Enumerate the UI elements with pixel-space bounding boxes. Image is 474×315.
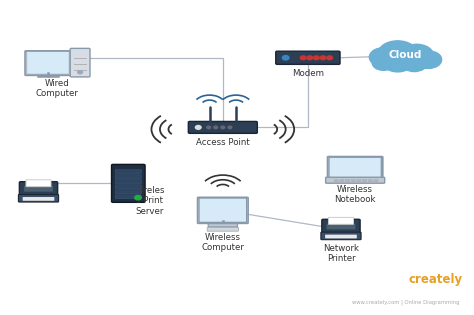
FancyBboxPatch shape (362, 179, 367, 180)
FancyBboxPatch shape (115, 180, 141, 184)
Text: Wireles
s Print
Server: Wireles s Print Server (134, 186, 165, 215)
Circle shape (228, 126, 232, 129)
Circle shape (221, 126, 225, 129)
FancyBboxPatch shape (18, 194, 59, 202)
FancyBboxPatch shape (356, 179, 361, 180)
FancyBboxPatch shape (207, 227, 238, 231)
Circle shape (372, 55, 395, 70)
FancyBboxPatch shape (345, 180, 350, 181)
FancyBboxPatch shape (26, 180, 51, 187)
FancyBboxPatch shape (24, 186, 53, 192)
Text: Wireless
Notebook: Wireless Notebook (334, 185, 376, 204)
Circle shape (314, 56, 319, 60)
FancyBboxPatch shape (339, 179, 344, 180)
FancyBboxPatch shape (27, 51, 70, 74)
FancyBboxPatch shape (23, 197, 55, 201)
FancyBboxPatch shape (368, 181, 373, 182)
Text: Network
Printer: Network Printer (323, 244, 359, 263)
FancyBboxPatch shape (345, 179, 350, 180)
FancyBboxPatch shape (326, 177, 385, 183)
Circle shape (195, 125, 201, 129)
FancyBboxPatch shape (208, 224, 237, 227)
FancyBboxPatch shape (19, 182, 58, 197)
FancyBboxPatch shape (115, 190, 141, 193)
FancyBboxPatch shape (111, 164, 145, 202)
FancyBboxPatch shape (362, 181, 367, 182)
FancyBboxPatch shape (351, 180, 356, 181)
FancyBboxPatch shape (339, 181, 344, 182)
FancyBboxPatch shape (334, 179, 338, 180)
FancyBboxPatch shape (199, 198, 246, 222)
FancyBboxPatch shape (374, 181, 378, 182)
FancyBboxPatch shape (374, 180, 378, 181)
Circle shape (135, 195, 141, 200)
FancyBboxPatch shape (368, 180, 373, 181)
Circle shape (400, 44, 434, 67)
Circle shape (207, 126, 210, 129)
Text: Wireless
Computer: Wireless Computer (201, 233, 244, 252)
FancyBboxPatch shape (329, 157, 382, 179)
FancyBboxPatch shape (115, 170, 141, 174)
FancyBboxPatch shape (188, 122, 257, 133)
FancyBboxPatch shape (70, 49, 90, 77)
FancyBboxPatch shape (339, 180, 344, 181)
Circle shape (214, 126, 218, 129)
Circle shape (283, 55, 289, 60)
FancyBboxPatch shape (334, 181, 338, 182)
FancyBboxPatch shape (374, 179, 378, 180)
Circle shape (78, 71, 82, 74)
Circle shape (415, 51, 442, 68)
FancyBboxPatch shape (351, 179, 356, 180)
Circle shape (378, 41, 418, 67)
FancyBboxPatch shape (115, 195, 141, 198)
Circle shape (401, 54, 428, 72)
FancyBboxPatch shape (368, 179, 373, 180)
FancyBboxPatch shape (356, 181, 361, 182)
Circle shape (327, 56, 332, 60)
Circle shape (320, 56, 326, 60)
Circle shape (383, 52, 413, 72)
Text: Modem: Modem (292, 69, 324, 78)
FancyBboxPatch shape (276, 51, 340, 64)
FancyBboxPatch shape (322, 219, 360, 234)
Circle shape (301, 56, 306, 60)
FancyBboxPatch shape (327, 224, 356, 229)
FancyBboxPatch shape (356, 180, 361, 181)
FancyBboxPatch shape (351, 181, 356, 182)
Circle shape (307, 56, 313, 60)
FancyBboxPatch shape (321, 232, 361, 240)
Circle shape (369, 48, 398, 66)
FancyBboxPatch shape (345, 181, 350, 182)
FancyBboxPatch shape (325, 235, 357, 238)
Text: www.creately.com | Online Diagramming: www.creately.com | Online Diagramming (352, 299, 459, 305)
FancyBboxPatch shape (334, 180, 338, 181)
FancyBboxPatch shape (328, 217, 354, 224)
Text: Wired
Computer: Wired Computer (36, 79, 79, 99)
Text: Access Point: Access Point (196, 138, 250, 147)
Text: Cloud: Cloud (388, 50, 421, 60)
FancyBboxPatch shape (115, 185, 141, 189)
FancyBboxPatch shape (362, 180, 367, 181)
FancyBboxPatch shape (115, 175, 141, 179)
Text: creately: creately (409, 273, 463, 286)
